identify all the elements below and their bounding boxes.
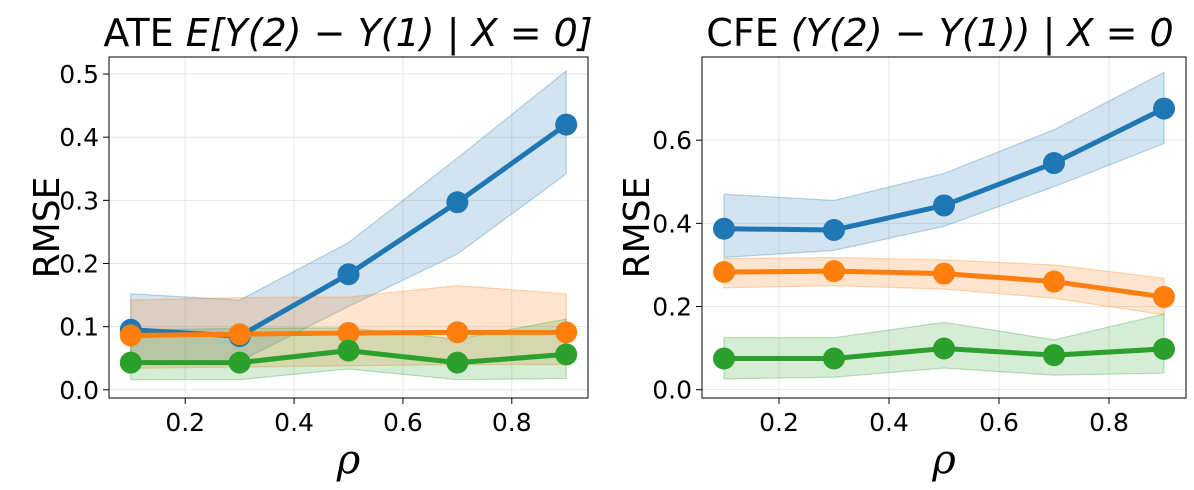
series-green-point: [1153, 337, 1175, 360]
y-tick-label: 0.0: [59, 376, 99, 405]
y-axis-label: RMSE: [27, 177, 68, 279]
series-orange-point: [823, 260, 845, 283]
x-tick-label: 0.8: [1089, 408, 1129, 437]
chart-title: ATE E[Y(2) − Y(1) | X = 0]: [103, 11, 592, 56]
series-green-point: [555, 343, 578, 366]
series-orange-point: [446, 321, 469, 344]
series-green-point: [337, 339, 360, 362]
y-tick-label: 0.3: [59, 186, 99, 215]
series-orange-point: [933, 262, 955, 285]
series-orange-point: [228, 323, 251, 346]
series-blue-band: [723, 71, 1165, 259]
series-blue-point: [713, 217, 735, 240]
x-tick-label: 0.4: [869, 408, 909, 437]
x-tick-label: 0.2: [165, 408, 205, 437]
y-tick-label: 0.2: [59, 249, 99, 278]
series-blue-point: [1043, 152, 1065, 175]
y-tick-label: 0.4: [652, 209, 692, 238]
x-axis-label: ρ: [336, 437, 361, 483]
x-tick-label: 0.6: [383, 408, 423, 437]
series-green-point: [713, 347, 735, 370]
y-axis-label: RMSE: [617, 177, 658, 279]
y-tick-label: 0.1: [59, 313, 99, 342]
x-tick-label: 0.8: [492, 408, 532, 437]
chart-title: CFE (Y(2) − Y(1)) | X = 0: [706, 11, 1173, 56]
series-green-point: [446, 351, 469, 374]
y-tick-label: 0.2: [652, 293, 692, 322]
y-tick-label: 0.5: [59, 60, 99, 89]
series-orange-point: [713, 260, 735, 283]
series-blue-point: [555, 113, 578, 136]
series-green-point: [1043, 344, 1065, 367]
series-orange-point: [555, 321, 578, 344]
x-tick-label: 0.2: [759, 408, 799, 437]
series-green-point: [119, 351, 142, 374]
chart-title-prefix: CFE: [706, 11, 790, 55]
series-green-point: [823, 347, 845, 370]
y-tick-label: 0.4: [59, 123, 99, 152]
series-blue-point: [823, 218, 845, 241]
series-green-point: [933, 337, 955, 360]
series-blue-point: [337, 263, 360, 286]
series-orange-point: [1153, 285, 1175, 308]
series-orange-point: [337, 321, 360, 344]
chart-title-prefix: ATE: [103, 11, 185, 55]
series-blue-point: [933, 194, 955, 217]
panel-cfe: 0.2 0.4 0.6 0.8 0.0 0.2 0.4 0.6 ρ RMSE CFE (Y(2) −…: [617, 11, 1187, 483]
y-tick-label: 0.0: [652, 376, 692, 405]
x-tick-label: 0.4: [274, 408, 314, 437]
x-tick-label: 0.6: [979, 408, 1019, 437]
series-green-point: [228, 351, 251, 374]
plot-frame: [108, 56, 589, 399]
series-blue-point: [446, 191, 469, 214]
series-orange-point: [119, 324, 142, 347]
y-tick-label: 0.6: [652, 126, 692, 155]
series-blue-point: [1153, 97, 1175, 120]
plot-frame: [701, 56, 1187, 399]
chart-title-math: E[Y(2) − Y(1) | X = 0]: [186, 11, 593, 56]
x-axis-label: ρ: [931, 437, 956, 483]
series-orange-point: [1043, 270, 1065, 293]
chart-title-math: (Y(2) − Y(1)) | X = 0: [791, 11, 1174, 56]
panel-ate: 0.2 0.4 0.6 0.8 0.0 0.1 0.2 0.3 0.4 0.5 ρ RMSE ATE E…: [27, 11, 593, 483]
